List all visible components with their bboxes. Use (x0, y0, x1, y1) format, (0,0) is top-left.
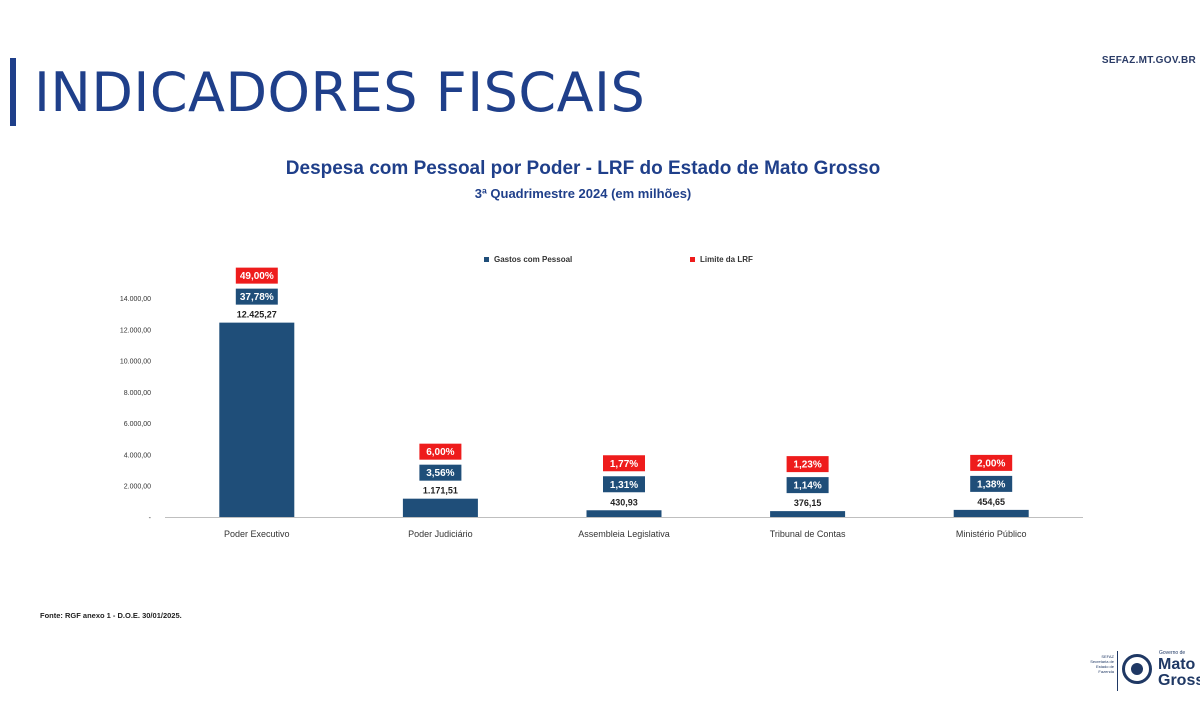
value-label: 430,93 (610, 497, 638, 507)
state-seal-icon (1122, 654, 1152, 684)
percent-label-gastos: 1,31% (610, 480, 638, 491)
logo-name: Mato Grosso (1158, 657, 1200, 689)
category-label: Ministério Público (956, 529, 1027, 539)
chart-title: Despesa com Pessoal por Poder - LRF do E… (285, 158, 881, 179)
value-label: 376,15 (794, 498, 822, 508)
percent-label-gastos: 3,56% (426, 468, 454, 479)
category-label: Poder Judiciário (408, 529, 473, 539)
legend-swatch-limite (690, 257, 695, 262)
chart-subtitle: 3ª Quadrimestre 2024 (em milhões) (474, 186, 692, 201)
site-url[interactable]: SEFAZ.MT.GOV.BR (1101, 55, 1196, 66)
percent-box-limite (419, 443, 462, 460)
page-title: INDICADORES FISCAIS (34, 61, 646, 124)
value-label: 454,65 (977, 497, 1005, 507)
mato-grosso-logo: SEFAZ Secretaria de Estado de Fazenda Go… (1084, 648, 1200, 696)
source-note: Fonte: RGF anexo 1 - D.O.E. 30/01/2025. (40, 611, 182, 620)
bar-gastos (586, 510, 662, 517)
percent-box-gastos (235, 288, 278, 305)
y-tick-label: 8.000,00 (124, 390, 151, 397)
percent-box-gastos (603, 476, 645, 493)
logo-name-line1: Mato (1158, 656, 1196, 673)
y-tick-label: 14.000,00 (120, 296, 151, 303)
percent-label-gastos: 37,78% (240, 292, 274, 303)
category-label: Tribunal de Contas (770, 529, 846, 539)
percent-box-limite (603, 455, 645, 472)
bar-gastos (219, 322, 295, 517)
y-tick-label: 2.000,00 (124, 484, 151, 491)
value-label: 12.425,27 (237, 310, 277, 320)
y-tick-label: 4.000,00 (124, 452, 151, 459)
y-tick-label: - (149, 515, 152, 522)
y-tick-label: 10.000,00 (120, 359, 151, 366)
percent-box-gastos (970, 475, 1013, 492)
bar-gastos (770, 511, 846, 517)
percent-label-limite: 2,00% (977, 458, 1005, 469)
percent-label-limite: 1,77% (610, 459, 638, 470)
y-tick-label: 6.000,00 (124, 421, 151, 428)
logo-sefaz-text: SEFAZ Secretaria de Estado de Fazenda (1090, 654, 1114, 674)
value-label: 1.171,51 (423, 486, 458, 496)
category-label: Poder Executivo (224, 529, 290, 539)
legend-label-limite: Limite da LRF (700, 255, 753, 264)
title-accent-bar (10, 58, 16, 126)
percent-label-gastos: 1,38% (977, 479, 1005, 490)
percent-label-limite: 49,00% (240, 271, 274, 282)
logo-gov-text: Governo de (1159, 650, 1186, 656)
bar-chart: - 2.000,00 4.000,00 6.000,00 8.000,00 10.000,… (120, 255, 1083, 539)
percent-box-gastos (786, 477, 829, 494)
logo-divider (1117, 651, 1118, 691)
percent-box-limite (786, 456, 829, 473)
percent-box-gastos (419, 464, 462, 481)
legend-label-gastos: Gastos com Pessoal (494, 255, 572, 264)
percent-label-limite: 1,23% (793, 460, 821, 471)
logo-name-line2: Grosso (1158, 672, 1200, 689)
y-tick-label: 12.000,00 (120, 327, 151, 334)
legend-swatch-gastos (484, 257, 489, 262)
bar-gastos (402, 498, 478, 517)
category-label: Assembleia Legislativa (578, 529, 670, 539)
percent-label-gastos: 1,14% (793, 481, 821, 492)
percent-label-limite: 6,00% (426, 447, 454, 458)
percent-box-limite (970, 454, 1013, 471)
percent-box-limite (235, 267, 278, 284)
bar-gastos (953, 509, 1029, 517)
